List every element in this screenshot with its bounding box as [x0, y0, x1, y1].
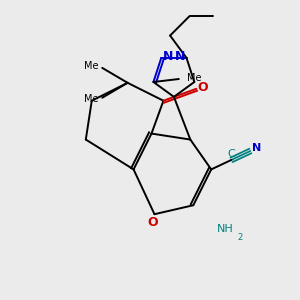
Text: Me: Me [187, 73, 202, 82]
Text: C: C [228, 149, 236, 159]
Text: Me: Me [84, 61, 99, 71]
Text: N: N [163, 50, 173, 63]
Text: Me: Me [84, 94, 99, 104]
Text: N: N [252, 143, 262, 153]
Text: 2: 2 [237, 233, 242, 242]
Text: NH: NH [217, 224, 234, 234]
Text: O: O [197, 81, 208, 94]
Text: N: N [175, 50, 185, 63]
Text: O: O [148, 216, 158, 229]
